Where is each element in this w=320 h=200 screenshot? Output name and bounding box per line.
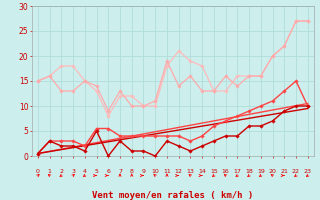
X-axis label: Vent moyen/en rafales ( km/h ): Vent moyen/en rafales ( km/h ) (92, 191, 253, 200)
